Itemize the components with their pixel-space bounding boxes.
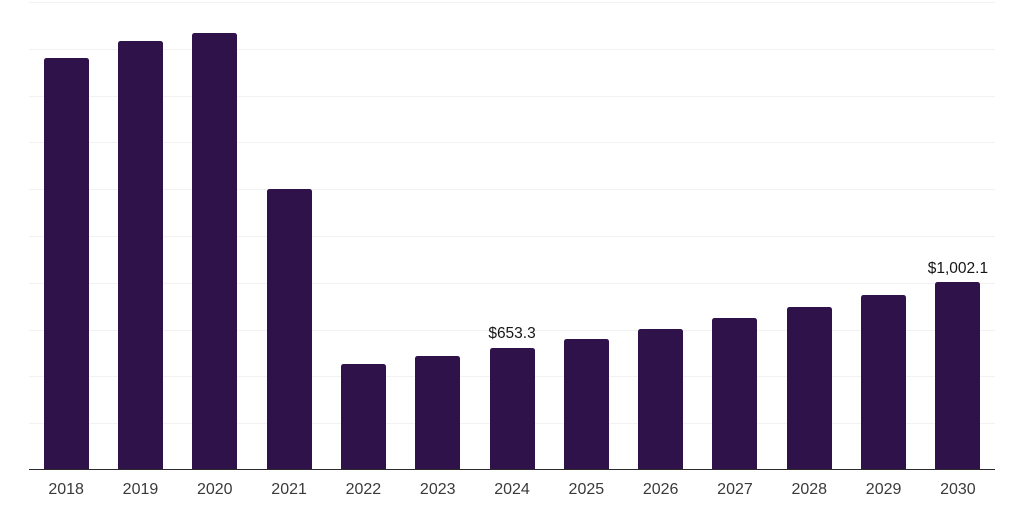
bar-slot-2027 xyxy=(698,2,772,470)
bar-slot-2029 xyxy=(846,2,920,470)
gridline xyxy=(29,142,995,144)
bar-2030 xyxy=(935,282,981,470)
bar-2022 xyxy=(340,363,386,470)
gridline xyxy=(29,95,995,97)
plot-area: $653.3 $1,002.1 xyxy=(29,2,995,470)
data-label-2024: $653.3 xyxy=(488,325,536,343)
bar-2029 xyxy=(861,295,907,470)
x-tick-label-2023: 2023 xyxy=(419,481,456,498)
data-label-2030: $1,002.1 xyxy=(927,259,989,277)
bar-slot-2030: $1,002.1 xyxy=(921,2,995,470)
x-axis-labels: 2018 2019 2020 2021 2022 2023 2024 2025 2026 2027… xyxy=(29,481,995,499)
bar-slot-2025 xyxy=(549,2,623,470)
bar-2020 xyxy=(192,33,238,470)
x-tick-label-2029: 2029 xyxy=(865,481,902,498)
bar-2019 xyxy=(117,40,163,470)
bars-layer: $653.3 $1,002.1 xyxy=(29,2,995,470)
gridline xyxy=(29,282,995,284)
bar-2027 xyxy=(712,317,758,470)
bar-slot-2023 xyxy=(401,2,475,470)
bar-2026 xyxy=(638,329,684,470)
x-tick-label-2020: 2020 xyxy=(196,481,233,498)
x-tick-label-2021: 2021 xyxy=(271,481,307,498)
x-tick-label-2030: 2030 xyxy=(940,481,976,498)
x-tick-label-2022: 2022 xyxy=(345,481,382,498)
bar-slot-2019 xyxy=(103,2,177,470)
bar-slot-2026 xyxy=(624,2,698,470)
bar-2018 xyxy=(43,58,89,470)
x-tick-label-2024: 2024 xyxy=(494,481,530,498)
gridline xyxy=(29,236,995,237)
x-tick-label-2025: 2025 xyxy=(568,481,605,498)
bar-slot-2020 xyxy=(178,2,252,470)
x-axis-line xyxy=(29,468,995,470)
gridline xyxy=(29,189,995,191)
bar-slot-2028 xyxy=(772,2,846,470)
bar-2023 xyxy=(415,355,461,470)
bar-slot-2024: $653.3 xyxy=(475,2,549,470)
bar-slot-2021 xyxy=(252,2,326,470)
x-tick-label-2018: 2018 xyxy=(48,481,84,498)
bar-2021 xyxy=(266,189,312,470)
gridline xyxy=(29,2,995,3)
gridline xyxy=(29,329,995,331)
bar-2024 xyxy=(489,347,535,470)
bar-slot-2018 xyxy=(29,2,103,470)
x-tick-label-2028: 2028 xyxy=(791,481,828,498)
x-tick-label-2027: 2027 xyxy=(717,481,753,498)
bar-2025 xyxy=(563,339,609,470)
bar-slot-2022 xyxy=(326,2,400,470)
gridline xyxy=(29,48,995,50)
bar-2028 xyxy=(786,306,832,470)
x-tick-label-2026: 2026 xyxy=(642,481,679,498)
x-tick-label-2019: 2019 xyxy=(122,481,159,498)
